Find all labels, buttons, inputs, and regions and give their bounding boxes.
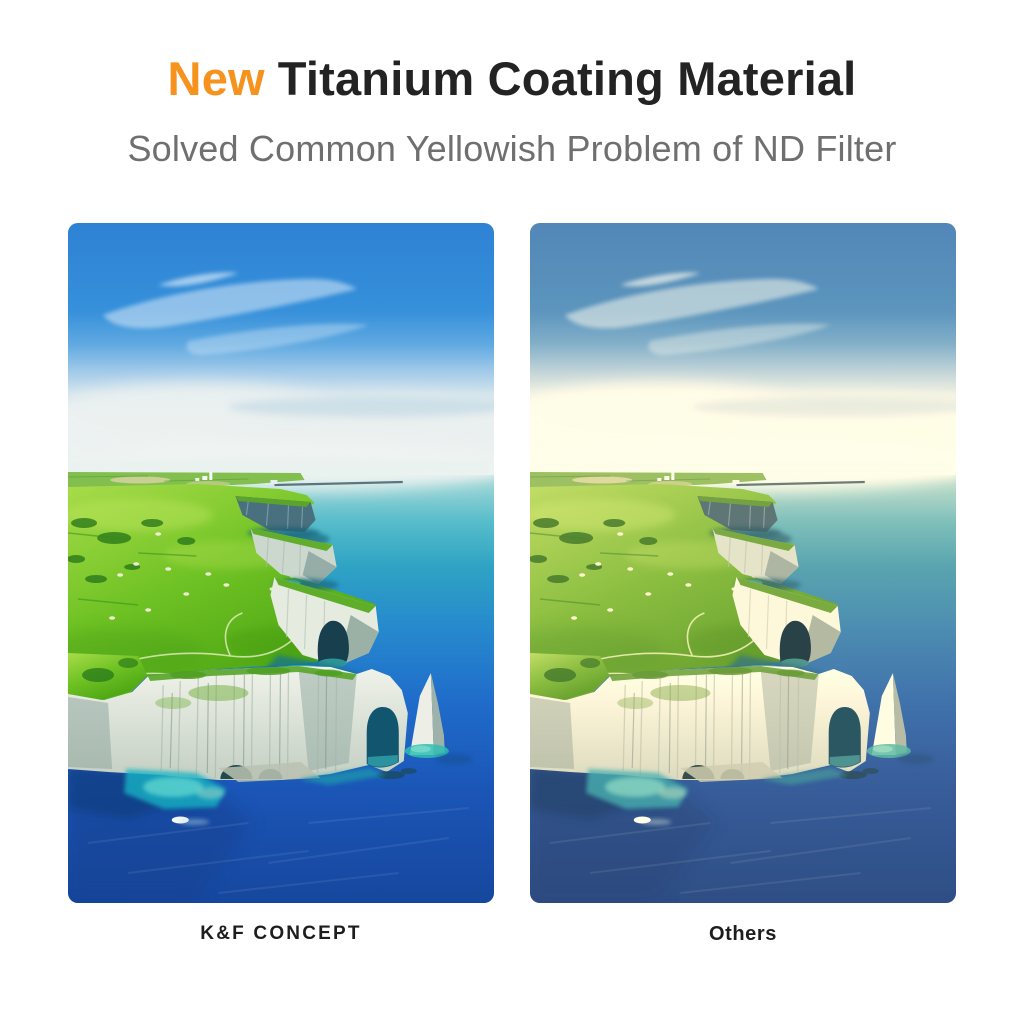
- title-rest: Titanium Coating Material: [277, 52, 857, 105]
- marketing-banner: New Titanium Coating Material Solved Comm…: [0, 54, 1024, 946]
- caption-kf-concept: K&F CONCEPT: [200, 923, 362, 945]
- cliff-scene-yellowish: [530, 223, 956, 903]
- photo-others: [530, 223, 956, 904]
- comparison-panel-left: K&F CONCEPT: [68, 223, 494, 946]
- photo-kf-concept: [68, 223, 494, 904]
- page-subtitle: Solved Common Yellowish Problem of ND Fi…: [127, 128, 897, 170]
- title-highlight: New: [167, 52, 265, 105]
- cliff-scene-neutral: [68, 223, 494, 903]
- page-title: New Titanium Coating Material: [0, 54, 1024, 103]
- comparison-panels: K&F CONCEPT Others: [0, 223, 1024, 946]
- caption-others: Others: [708, 923, 778, 946]
- comparison-panel-right: Others: [530, 223, 956, 946]
